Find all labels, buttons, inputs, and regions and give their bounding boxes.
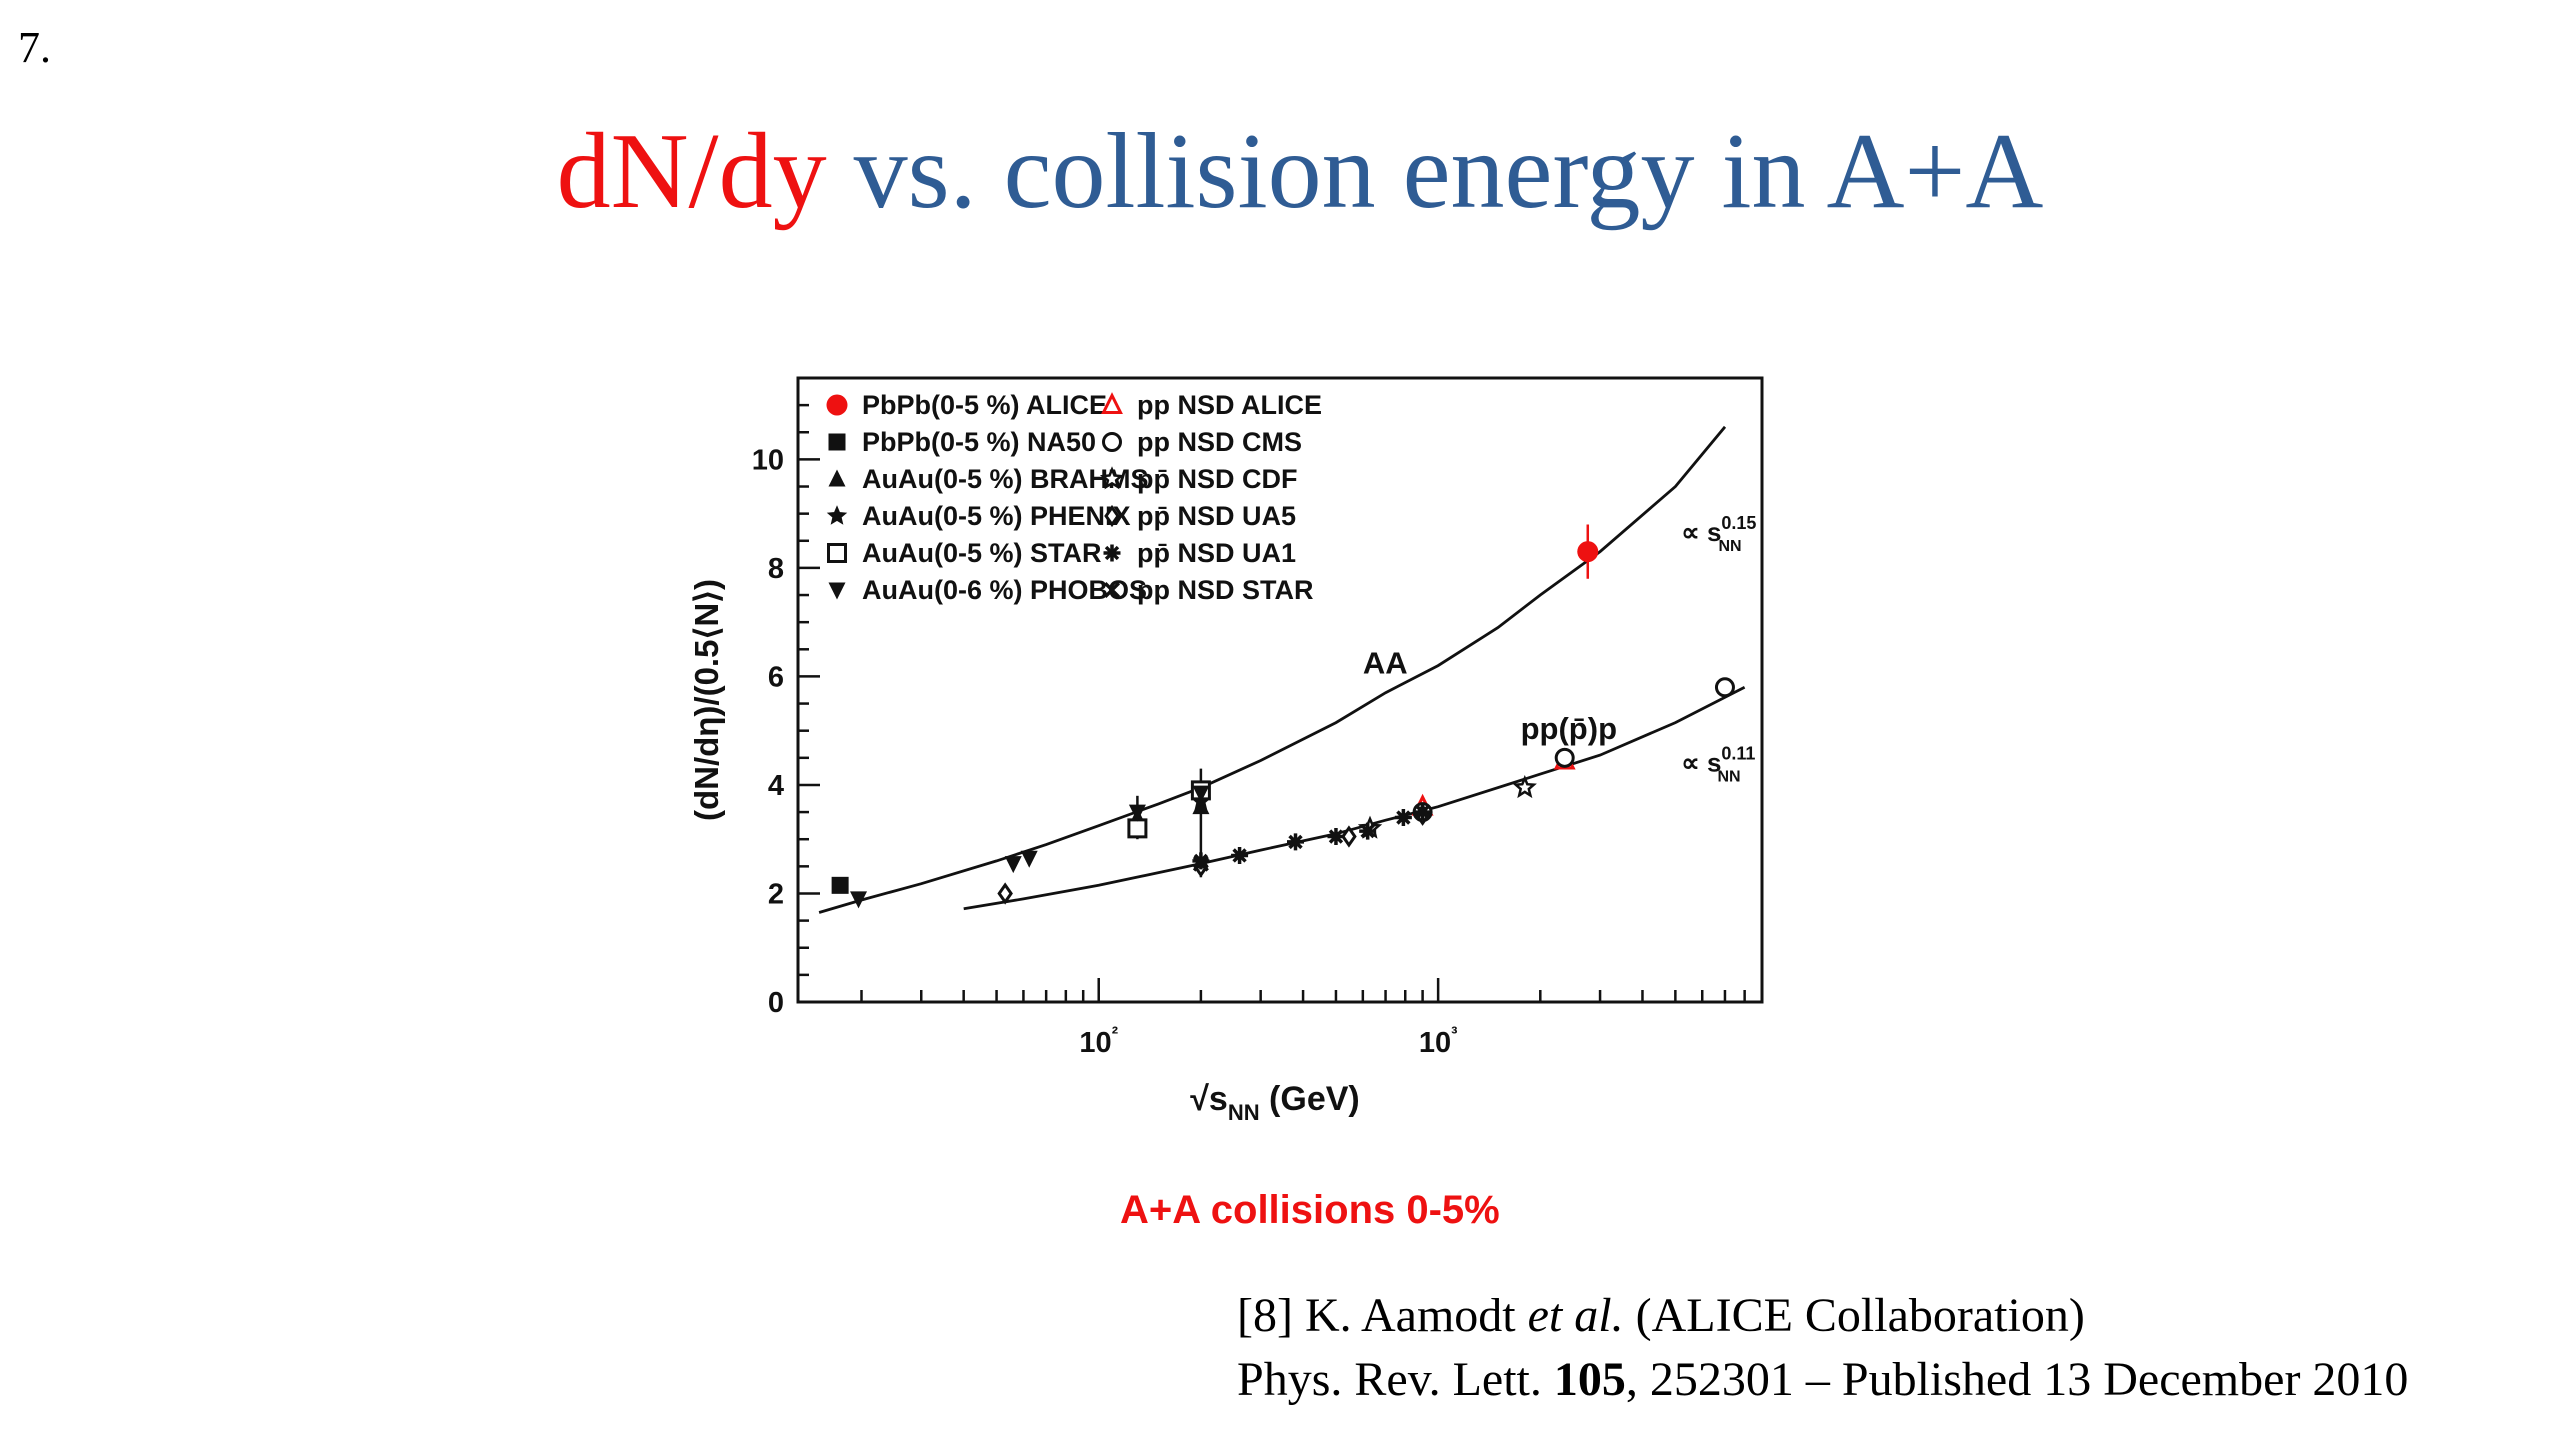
data-point: [1359, 822, 1377, 840]
data-point: [1327, 828, 1345, 846]
x-axis-label: √sNN (GeV): [1190, 1080, 1359, 1125]
data-point: [997, 882, 1013, 905]
curve-label-pp: pp(p̄)p: [1521, 711, 1617, 746]
chart-container: 0 2 4 6 8 10 10² 10³ √sNN (GeV) (dN/dη)/(0.5⟨N⟩) A…: [620, 360, 1820, 1160]
legend-label: AuAu(0-5 %) STAR: [862, 538, 1102, 568]
x-label-unit: (GeV): [1260, 1080, 1360, 1118]
slide-title: dN/dy vs. collision energy in A+A: [0, 110, 2560, 234]
x-label-sub: NN: [1228, 1100, 1260, 1125]
x-tick-base: 10: [1419, 1027, 1451, 1059]
legend-label: pp̄ NSD CDF: [1137, 464, 1297, 494]
ref-details: , 252301 – Published 13 December 2010: [1625, 1353, 2409, 1406]
x-tick-exponent: ²: [1112, 1024, 1118, 1045]
legend-marker: [828, 433, 846, 451]
ref-journal: Phys. Rev. Lett.: [1237, 1353, 1554, 1406]
x-tick-label: 10²: [1079, 1024, 1118, 1059]
plot-frame: [796, 376, 1764, 1004]
legend-label: PbPb(0-5 %) NA50: [862, 427, 1096, 457]
series-8: [1357, 774, 1537, 839]
legend-label: pp NSD STAR: [1137, 575, 1314, 605]
legend-marker: [828, 582, 846, 600]
y-tick-label: 8: [768, 553, 784, 585]
legend-label: AuAu(0-5 %) BRAHMS: [862, 464, 1149, 494]
ref-collab: (ALICE Collaboration): [1623, 1289, 2085, 1342]
x-tick-label: 10³: [1419, 1024, 1458, 1059]
fit-label-pp: ∝ s0.11 NN: [1681, 743, 1755, 785]
legend-label: pp NSD CMS: [1137, 427, 1302, 457]
reference-line-1: [8] K. Aamodt et al. (ALICE Collaboratio…: [1237, 1288, 2085, 1343]
data-point: [1192, 855, 1209, 872]
data-point: [1020, 850, 1038, 868]
legend-label: PbPb(0-5 %) ALICE: [862, 390, 1107, 420]
series-10: [1192, 803, 1432, 870]
slide-number: 7.: [18, 23, 51, 72]
data-point: [1341, 825, 1357, 848]
ref-etal: et al.: [1527, 1289, 1624, 1342]
fit-curve-aa: [818, 425, 1727, 914]
x-label-main: √s: [1190, 1080, 1228, 1118]
title-rest: vs. collision energy in A+A: [826, 112, 2044, 231]
legend-marker: [1102, 432, 1122, 452]
data-point: [1512, 774, 1537, 799]
legend-label: pp̄ NSD UA5: [1137, 501, 1296, 531]
series-0: [1577, 541, 1599, 563]
data-point: [1414, 803, 1432, 821]
legend-label: pp̄ NSD UA1: [1137, 538, 1296, 568]
legend-marker: [826, 505, 848, 525]
fit-curve-pp: [963, 686, 1746, 911]
curve-label-aa: AA: [1363, 646, 1408, 681]
legend-label: AuAu(0-5 %) PHENIX: [862, 501, 1131, 531]
title-red-part: dN/dy: [556, 112, 827, 231]
series-5: [850, 785, 1210, 909]
data-point: [1231, 846, 1249, 864]
legend-marker: [1103, 581, 1121, 599]
data-point: [1577, 541, 1599, 563]
y-tick-label: 4: [768, 770, 784, 802]
legend-label: pp NSD ALICE: [1137, 390, 1322, 420]
fit-prop: ∝ s: [1681, 747, 1721, 777]
fit-label-aa: ∝ s0.15 NN: [1681, 513, 1756, 555]
data-point: [831, 876, 849, 894]
y-axis-label: (dN/dη)/(0.5⟨N⟩): [688, 579, 725, 821]
legend-label: AuAu(0-6 %) PHOBOS: [862, 575, 1147, 605]
fit-prop: ∝ s: [1681, 517, 1721, 547]
ref-volume: 105: [1553, 1353, 1626, 1406]
chart-caption: A+A collisions 0-5%: [1120, 1188, 1500, 1232]
fit-subscript: NN: [1717, 768, 1740, 785]
y-tick-label: 10: [752, 444, 784, 476]
series-1: [831, 876, 849, 894]
data-point: [1714, 677, 1735, 698]
fit-exponent: 0.11: [1721, 743, 1755, 763]
legend-marker: [828, 469, 846, 487]
data-point: [1004, 856, 1022, 874]
legend-marker: [827, 543, 847, 563]
ref-author: [8] K. Aamodt: [1237, 1289, 1528, 1342]
data-point: [1554, 747, 1575, 768]
x-tick-base: 10: [1079, 1027, 1111, 1059]
series-6: [1411, 747, 1576, 816]
fit-exponent: 0.15: [1721, 513, 1756, 533]
y-tick-label: 0: [768, 987, 784, 1019]
legend-marker: [1103, 544, 1121, 562]
data-point: [1287, 833, 1305, 851]
legend-marker: [1104, 504, 1120, 528]
legend-marker: [1101, 392, 1123, 414]
legend-marker: [826, 394, 848, 416]
fit-subscript: NN: [1718, 538, 1741, 555]
y-tick-label: 2: [768, 878, 784, 910]
data-point: [1192, 852, 1210, 870]
reference-line-2: Phys. Rev. Lett. 105, 252301 – Published…: [1237, 1352, 2408, 1407]
data-point: [1394, 809, 1412, 827]
data-point: [1192, 785, 1210, 803]
legend-marker: [1099, 466, 1125, 490]
x-tick-exponent: ³: [1451, 1024, 1457, 1045]
series-9: [997, 803, 1431, 905]
series-11: [1192, 855, 1209, 872]
data-point: [1128, 804, 1146, 822]
data-point: [1127, 818, 1148, 839]
data-point: [850, 891, 868, 909]
y-tick-label: 6: [768, 661, 784, 693]
